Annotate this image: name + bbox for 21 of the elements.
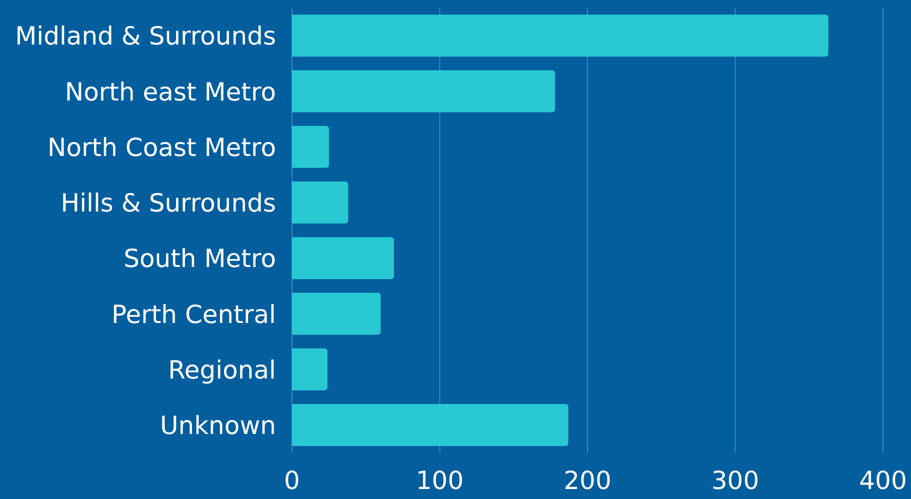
y-tick-label: North Coast Metro bbox=[48, 132, 276, 162]
y-tick-label: Hills & Surrounds bbox=[60, 188, 276, 218]
x-tick-label: 400 bbox=[859, 466, 907, 495]
bar bbox=[292, 70, 555, 112]
bar bbox=[292, 182, 348, 224]
y-tick-label: Midland & Surrounds bbox=[15, 22, 276, 51]
y-tick-label: Regional bbox=[168, 355, 276, 384]
y-tick-label: Unknown bbox=[160, 411, 276, 440]
y-tick-label: North east Metro bbox=[64, 77, 276, 106]
bar bbox=[292, 348, 328, 390]
bar bbox=[292, 14, 828, 57]
bar bbox=[292, 126, 329, 168]
y-tick-label: Perth Central bbox=[112, 300, 276, 329]
x-tick-label: 0 bbox=[284, 466, 300, 495]
bar bbox=[292, 292, 381, 335]
x-tick-label: 100 bbox=[416, 466, 464, 495]
bar bbox=[292, 404, 568, 446]
y-tick-label: South Metro bbox=[124, 244, 276, 274]
x-tick-label: 200 bbox=[564, 466, 612, 495]
bar bbox=[292, 237, 394, 280]
x-tick-label: 300 bbox=[711, 466, 760, 495]
